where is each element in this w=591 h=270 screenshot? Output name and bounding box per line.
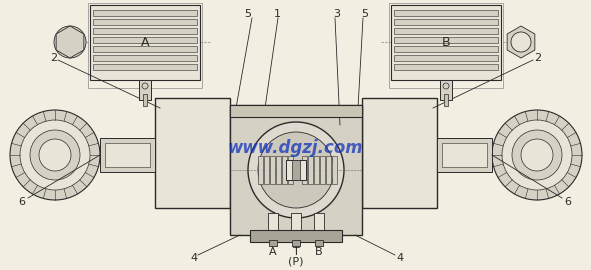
Circle shape [443,83,449,89]
Circle shape [512,130,562,180]
Bar [230,105,362,117]
Bar [264,156,269,184]
Bar [90,5,200,80]
Bar [268,213,278,235]
Bar [394,55,498,61]
Bar [394,37,498,43]
Bar [93,28,197,34]
Circle shape [20,120,90,190]
Bar [314,213,324,235]
Circle shape [502,120,572,190]
Text: A: A [269,247,277,257]
Bar [292,240,300,246]
Circle shape [39,139,71,171]
Bar [362,98,437,208]
Bar [230,105,362,235]
Bar [394,10,498,16]
Circle shape [10,110,100,200]
Polygon shape [56,26,84,58]
Bar [282,156,287,184]
Bar [437,138,492,172]
Text: 4: 4 [397,253,404,263]
Text: 6: 6 [18,197,25,207]
Bar [354,108,362,198]
Bar [444,94,448,106]
Bar [258,156,263,184]
Bar [93,46,197,52]
Bar [230,108,238,198]
Bar [100,138,155,172]
Text: B: B [315,247,323,257]
Text: 5: 5 [245,9,252,19]
Text: 6: 6 [564,197,571,207]
Text: B: B [441,35,450,49]
Text: www.dgzj.com: www.dgzj.com [227,139,363,157]
Bar [105,143,150,167]
Bar [389,3,503,88]
Bar [143,94,147,106]
Text: 3: 3 [333,9,340,19]
Bar [250,230,342,242]
Bar [93,64,197,70]
Bar [302,156,307,184]
Bar [326,156,331,184]
Bar [314,156,319,184]
Bar [276,156,281,184]
Bar [394,46,498,52]
Bar [440,80,452,100]
Bar [394,19,498,25]
Text: 1: 1 [274,9,281,19]
Bar [291,213,301,235]
Circle shape [511,32,531,52]
Circle shape [258,132,334,208]
Bar [155,98,230,208]
Circle shape [54,26,86,58]
Circle shape [60,32,80,52]
Bar [391,5,501,80]
Bar [332,156,337,184]
Bar [93,10,197,16]
Bar [442,143,487,167]
Bar [269,240,277,246]
Text: (P): (P) [288,257,304,267]
Bar [394,28,498,34]
Circle shape [521,139,553,171]
Bar [288,156,293,184]
Polygon shape [507,26,535,58]
Circle shape [142,83,148,89]
Text: A: A [141,35,150,49]
Text: 2: 2 [534,53,541,63]
Circle shape [248,122,344,218]
Text: 2: 2 [50,53,57,63]
Bar [270,156,275,184]
Bar [93,19,197,25]
Bar [93,37,197,43]
Bar [394,64,498,70]
Bar [139,80,151,100]
Bar [292,160,300,180]
Text: T: T [293,247,300,257]
Bar [315,240,323,246]
Bar [286,160,306,180]
Bar [308,156,313,184]
Text: 4: 4 [190,253,197,263]
Bar [93,55,197,61]
Bar [320,156,325,184]
Circle shape [492,110,582,200]
Bar [88,3,202,88]
Circle shape [30,130,80,180]
Text: 5: 5 [362,9,369,19]
